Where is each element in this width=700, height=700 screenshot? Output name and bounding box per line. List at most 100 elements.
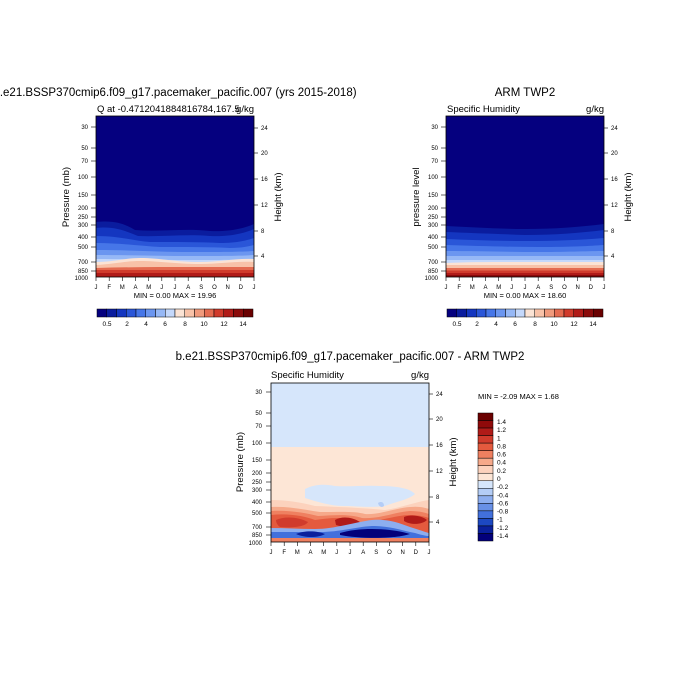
colorbar-swatch <box>534 308 545 318</box>
y-tick-label: 30 <box>431 125 438 131</box>
panel-model: b.e21.BSSP370cmip6.f09_g17.pacemaker_pac… <box>0 87 357 328</box>
colorbar-swatch <box>515 308 526 318</box>
y-axis-left: 30 50 70 100 150 200 250 300 400 500 700… <box>235 390 271 547</box>
y-tick-label: 150 <box>252 458 263 464</box>
y2-tick-label: 12 <box>611 203 618 209</box>
y-tick-label: 1000 <box>75 276 89 282</box>
x-tick-label: D <box>589 285 594 291</box>
colorbar-swatch <box>505 308 516 318</box>
x-tick-label: M <box>295 550 300 556</box>
y-tick-label: 70 <box>255 424 262 430</box>
colorbar-swatch <box>477 503 494 512</box>
x-tick-label: M <box>146 285 151 291</box>
y-tick-label: 400 <box>428 235 439 241</box>
colorbar-swatch <box>155 308 166 318</box>
colorbar-swatch <box>477 420 494 429</box>
y2-axis-label: Height (km) <box>623 172 634 221</box>
colorbar-label: -0.2 <box>497 484 509 491</box>
colorbar-swatch <box>573 308 584 318</box>
panel-observation: ARM TWP2 Specific Humidity g/kg 30 50 70… <box>411 87 634 328</box>
y-tick-label: 200 <box>428 206 439 212</box>
colorbar-swatch <box>233 308 244 318</box>
colorbar-swatch <box>106 308 117 318</box>
subtitle-left: Q at -0.471204188481678​4,167.5 <box>97 104 240 115</box>
colorbar-swatch <box>477 457 494 466</box>
x-tick-label: O <box>562 285 567 291</box>
y2-tick-label: 20 <box>436 417 443 423</box>
colorbar-swatch <box>477 465 494 474</box>
colorbar-label: 6 <box>513 321 517 328</box>
contour-field <box>96 116 254 277</box>
colorbar-swatch <box>243 308 254 318</box>
colorbar-swatch <box>485 308 496 318</box>
colorbar-swatch <box>126 308 137 318</box>
x-tick-label: N <box>401 550 405 556</box>
colorbar-swatch <box>477 525 494 534</box>
min-max-label: MIN = 0.00 MAX = 18.60 <box>484 291 567 300</box>
colorbar-label: -1 <box>497 517 503 524</box>
y-tick-label: 700 <box>78 260 89 266</box>
y-axis-label: Pressure (mb) <box>235 432 246 492</box>
colorbar-swatch <box>593 308 604 318</box>
y-tick-label: 300 <box>252 488 263 494</box>
x-tick-label: M <box>470 285 475 291</box>
colorbar: 0.5 2 4 6 8 10 12 14 <box>446 308 604 328</box>
colorbar-label: -0.8 <box>497 509 509 516</box>
y-tick-label: 500 <box>252 511 263 517</box>
colorbar-label: 8 <box>533 321 537 328</box>
y-tick-label: 500 <box>78 245 89 251</box>
negative-core-right <box>340 528 410 538</box>
subtitle-units: g/kg <box>586 104 604 115</box>
colorbar-swatch <box>135 308 146 318</box>
y-tick-label: 250 <box>78 215 89 221</box>
contour-field <box>271 383 429 542</box>
contour-field <box>446 116 604 277</box>
y2-tick-label: 16 <box>261 177 268 183</box>
colorbar-label: 0.5 <box>452 321 461 328</box>
x-tick-label: J <box>270 550 273 556</box>
negative-patch-small <box>378 502 384 507</box>
colorbar-label: 12 <box>570 321 578 328</box>
colorbar-swatch <box>477 442 494 451</box>
x-axis: J F M A M J J A S O N D J <box>95 277 256 291</box>
x-tick-label: J <box>510 285 513 291</box>
colorbar-swatch <box>477 510 494 519</box>
y2-tick-label: 24 <box>611 126 618 132</box>
colorbar-label: 10 <box>200 321 208 328</box>
colorbar-swatch <box>96 308 107 318</box>
x-tick-label: A <box>133 285 137 291</box>
y2-tick-label: 24 <box>436 392 443 398</box>
y-tick-label: 150 <box>78 193 89 199</box>
colorbar-label: 1.4 <box>497 419 506 426</box>
y2-tick-label: 4 <box>611 254 615 260</box>
colorbar-swatch <box>466 308 477 318</box>
y-tick-label: 500 <box>428 245 439 251</box>
colorbar-swatch <box>477 518 494 527</box>
y-tick-label: 400 <box>252 500 263 506</box>
y-axis-label: Pressure (mb) <box>61 167 72 227</box>
panel-difference: b.e21.BSSP370cmip6.f09_g17.pacemaker_pac… <box>176 351 559 556</box>
chart-title: b.e21.BSSP370cmip6.f09_g17.pacemaker_pac… <box>0 87 357 99</box>
x-tick-label: J <box>95 285 98 291</box>
colorbar-swatch <box>477 488 494 497</box>
y-tick-label: 50 <box>255 411 262 417</box>
colorbar-label: 0 <box>497 476 501 483</box>
x-tick-label: D <box>239 285 244 291</box>
colorbar-label: 1 <box>497 435 501 442</box>
y-axis-left: 30 50 70 100 150 200 250 300 400 500 700… <box>61 125 96 282</box>
x-tick-label: J <box>160 285 163 291</box>
x-tick-label: J <box>445 285 448 291</box>
y2-tick-label: 8 <box>436 495 440 501</box>
y2-tick-label: 20 <box>611 151 618 157</box>
x-tick-label: O <box>387 550 392 556</box>
y-tick-label: 150 <box>428 193 439 199</box>
colorbar-swatch <box>223 308 234 318</box>
x-tick-label: S <box>549 285 553 291</box>
colorbar-label: -0.4 <box>497 492 509 499</box>
colorbar-swatch <box>477 435 494 444</box>
colorbar-swatch <box>145 308 156 318</box>
y-tick-label: 70 <box>431 159 438 165</box>
y-tick-label: 100 <box>252 441 263 447</box>
colorbar-swatch <box>116 308 127 318</box>
x-tick-label: J <box>174 285 177 291</box>
